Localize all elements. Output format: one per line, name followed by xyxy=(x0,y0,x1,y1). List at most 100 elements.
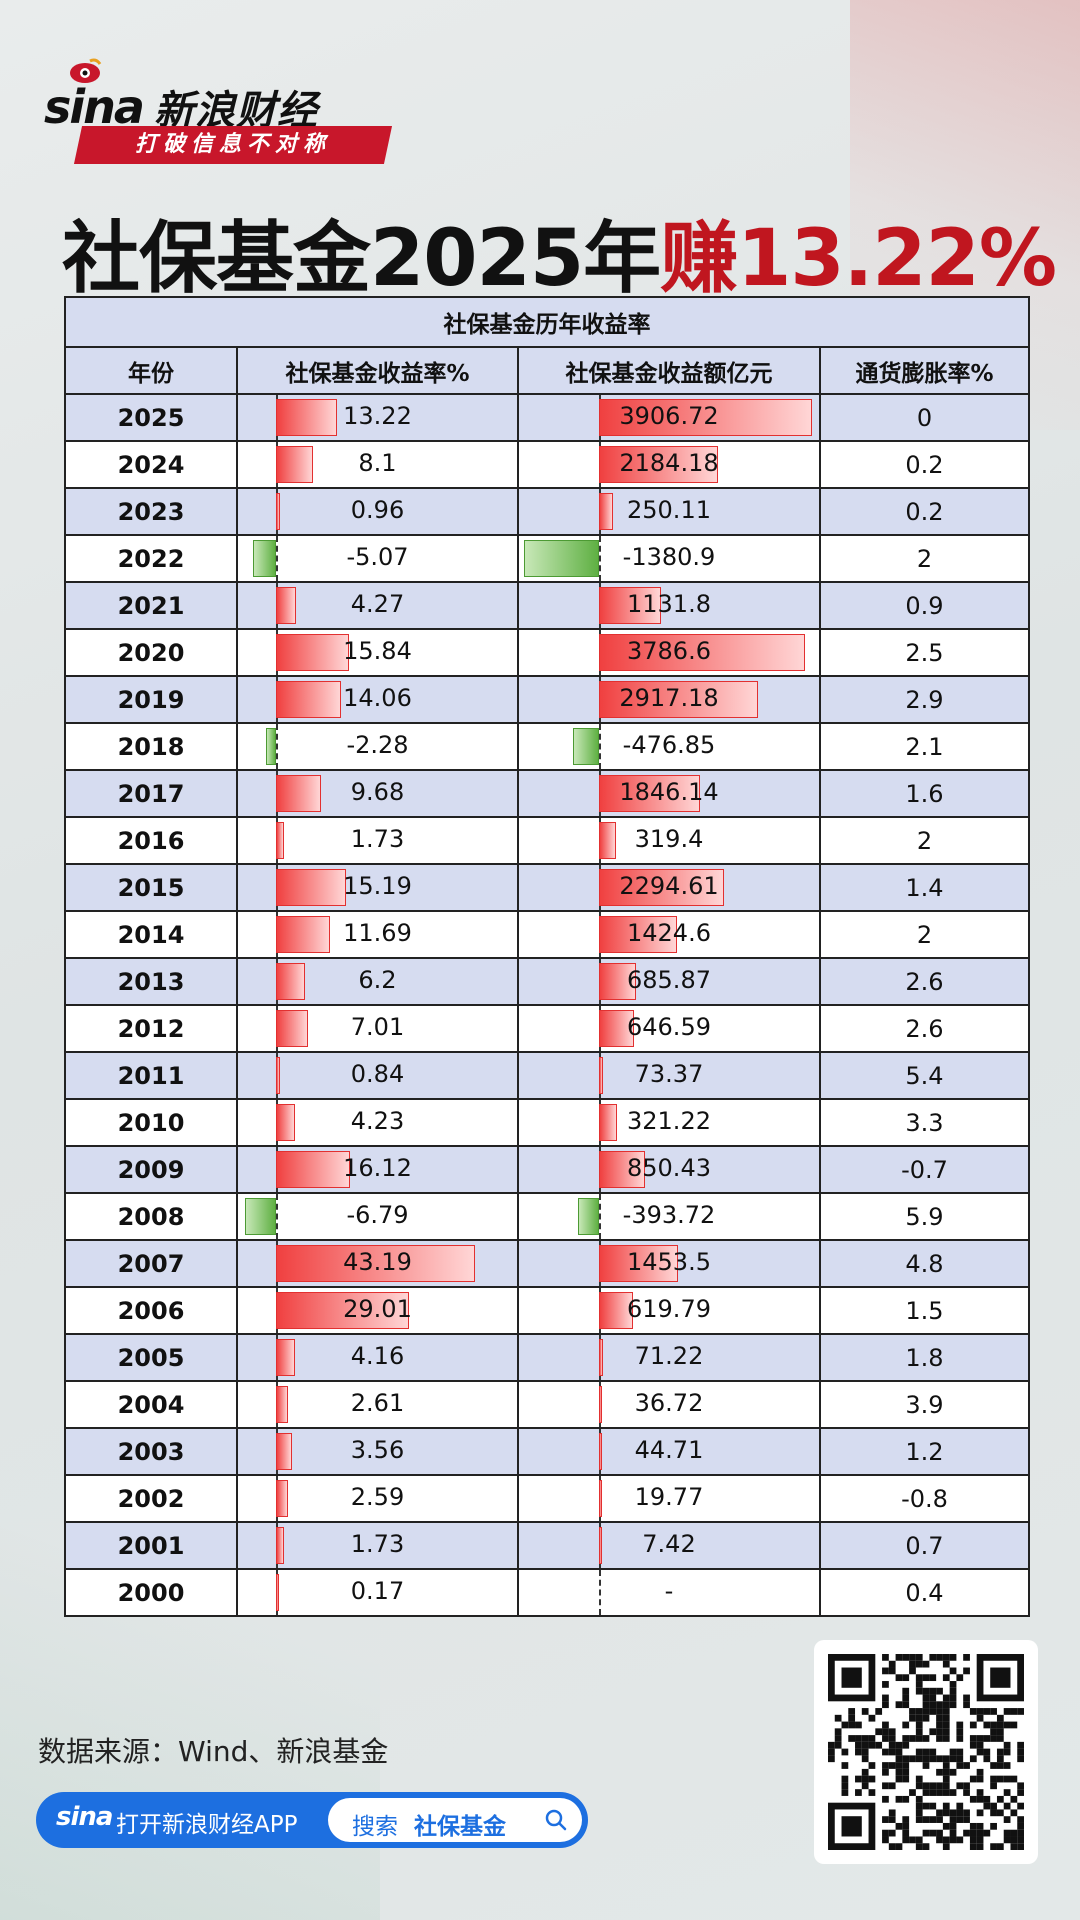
cell-year: 2015 xyxy=(64,863,238,912)
cell-rate: 16.12 xyxy=(236,1145,519,1194)
zero-axis xyxy=(276,537,278,580)
bar-value-label: -2.28 xyxy=(346,731,409,759)
cell-year: 2003 xyxy=(64,1427,238,1476)
bar-value-label: 15.19 xyxy=(343,872,412,900)
positive-bar xyxy=(276,1574,279,1611)
cell-rate: 14.06 xyxy=(236,675,519,724)
cell-amount: 7.42 xyxy=(517,1521,821,1570)
cell-amount: 73.37 xyxy=(517,1051,821,1100)
cell-rate: -6.79 xyxy=(236,1192,519,1241)
cell-rate: 1.73 xyxy=(236,1521,519,1570)
table-row: 2005 4.16 71.22 1.8 xyxy=(64,1333,1030,1382)
bar-value-label: 2917.18 xyxy=(619,684,719,712)
bar-value-label: 2.59 xyxy=(350,1483,405,1511)
positive-bar xyxy=(599,634,806,671)
bar-value-label: 8.1 xyxy=(358,449,397,477)
cell-rate: 2.61 xyxy=(236,1380,519,1429)
table-row: 2016 1.73 319.4 2 xyxy=(64,816,1030,865)
cell-inflation: 0.7 xyxy=(819,1521,1030,1570)
bar-value-label: 1.73 xyxy=(350,1530,405,1558)
cell-rate: 0.84 xyxy=(236,1051,519,1100)
cell-year: 2007 xyxy=(64,1239,238,1288)
cell-year: 2014 xyxy=(64,910,238,959)
bar-value-label: 29.01 xyxy=(343,1295,412,1323)
table-row: 2013 6.2 685.87 2.6 xyxy=(64,957,1030,1006)
bar-value-label: 71.22 xyxy=(634,1342,704,1370)
cell-inflation: 2 xyxy=(819,816,1030,865)
table-row: 2002 2.59 19.77 -0.8 xyxy=(64,1474,1030,1523)
zero-axis xyxy=(599,537,601,580)
cell-year: 2024 xyxy=(64,440,238,489)
app-search-box[interactable]: 搜索 社保基金 xyxy=(328,1798,582,1842)
bar-value-label: 36.72 xyxy=(634,1389,704,1417)
table-title: 社保基金历年收益率 xyxy=(64,296,1030,348)
zero-axis xyxy=(599,1571,601,1614)
table-row: 2003 3.56 44.71 1.2 xyxy=(64,1427,1030,1476)
positive-bar xyxy=(599,963,637,1000)
cell-year: 2019 xyxy=(64,675,238,724)
table-row: 2006 29.01 619.79 1.5 xyxy=(64,1286,1030,1335)
cell-rate: 13.22 xyxy=(236,393,519,442)
positive-bar xyxy=(276,1010,309,1047)
positive-bar xyxy=(276,681,341,718)
cell-rate: 9.68 xyxy=(236,769,519,818)
table-row: 2017 9.68 1846.14 1.6 xyxy=(64,769,1030,818)
cell-inflation: 1.4 xyxy=(819,863,1030,912)
bar-value-label: 321.22 xyxy=(627,1107,711,1135)
cell-year: 2012 xyxy=(64,1004,238,1053)
bar-value-label: 19.77 xyxy=(634,1483,704,1511)
bar-value-label: 6.2 xyxy=(358,966,397,994)
bar-value-label: -6.79 xyxy=(346,1201,409,1229)
cell-year: 2006 xyxy=(64,1286,238,1335)
bar-value-label: 9.68 xyxy=(350,778,405,806)
zero-axis xyxy=(599,1195,601,1238)
positive-bar xyxy=(276,1433,293,1470)
cell-amount: 619.79 xyxy=(517,1286,821,1335)
logo-slogan: 打破信息不对称 xyxy=(73,126,393,164)
zero-axis xyxy=(276,725,278,768)
table-row: 2025 13.22 3906.72 0 xyxy=(64,393,1030,442)
positive-bar xyxy=(599,1480,602,1517)
cell-inflation: 2.1 xyxy=(819,722,1030,771)
negative-bar xyxy=(577,1198,599,1235)
open-app-label: 打开新浪财经APP xyxy=(116,1812,298,1838)
bar-value-label: 319.4 xyxy=(634,825,704,853)
qr-code-card[interactable] xyxy=(814,1640,1038,1864)
cell-inflation: 1.8 xyxy=(819,1333,1030,1382)
bar-value-label: -1380.9 xyxy=(622,543,716,571)
bar-value-label: 1453.5 xyxy=(627,1248,711,1276)
table-row: 2001 1.73 7.42 0.7 xyxy=(64,1521,1030,1570)
bar-value-label: -476.85 xyxy=(622,731,716,759)
header-year: 年份 xyxy=(64,346,238,395)
positive-bar xyxy=(599,1292,633,1329)
app-sina-logo: sina xyxy=(56,1802,113,1832)
bar-value-label: 16.12 xyxy=(343,1154,412,1182)
positive-bar xyxy=(276,1104,296,1141)
cell-year: 2004 xyxy=(64,1380,238,1429)
positive-bar xyxy=(276,1245,475,1282)
positive-bar xyxy=(276,869,346,906)
cell-amount: 2184.18 xyxy=(517,440,821,489)
header-rate: 社保基金收益率% xyxy=(236,346,519,395)
table-row: 2024 8.1 2184.18 0.2 xyxy=(64,440,1030,489)
open-app-bar[interactable]: sina 打开新浪财经APP 搜索 社保基金 xyxy=(36,1792,588,1848)
cell-inflation: 0.4 xyxy=(819,1568,1030,1617)
positive-bar xyxy=(276,1386,288,1423)
cell-amount: - xyxy=(517,1568,821,1617)
bar-value-label: 2.61 xyxy=(350,1389,405,1417)
cell-inflation: 3.3 xyxy=(819,1098,1030,1147)
bar-value-label: 0.96 xyxy=(350,496,405,524)
positive-bar xyxy=(599,1386,602,1423)
cell-inflation: 0.2 xyxy=(819,487,1030,536)
negative-bar xyxy=(523,540,599,577)
cell-amount: 71.22 xyxy=(517,1333,821,1382)
cell-amount: 2294.61 xyxy=(517,863,821,912)
cell-inflation: 1.2 xyxy=(819,1427,1030,1476)
sina-eye-logo-icon xyxy=(70,58,102,83)
cell-rate: 7.01 xyxy=(236,1004,519,1053)
cell-inflation: 4.8 xyxy=(819,1239,1030,1288)
table-row: 2019 14.06 2917.18 2.9 xyxy=(64,675,1030,724)
bar-value-label: 7.01 xyxy=(350,1013,405,1041)
headline-highlight: 赚13.22% xyxy=(660,214,1057,304)
positive-bar xyxy=(599,587,661,624)
